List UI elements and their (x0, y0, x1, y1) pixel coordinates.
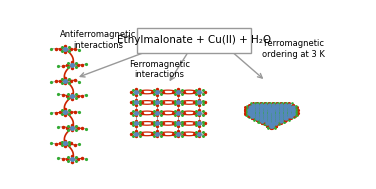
Text: Ethylmalonate + Cu(II) + H₂O: Ethylmalonate + Cu(II) + H₂O (117, 35, 271, 45)
Text: Ferromagnetic
interactions: Ferromagnetic interactions (129, 60, 190, 79)
Text: Ferromagnetic
ordering at 3 K: Ferromagnetic ordering at 3 K (262, 39, 324, 59)
Text: Antiferromagnetic
interactions: Antiferromagnetic interactions (60, 30, 136, 50)
FancyBboxPatch shape (137, 28, 251, 53)
